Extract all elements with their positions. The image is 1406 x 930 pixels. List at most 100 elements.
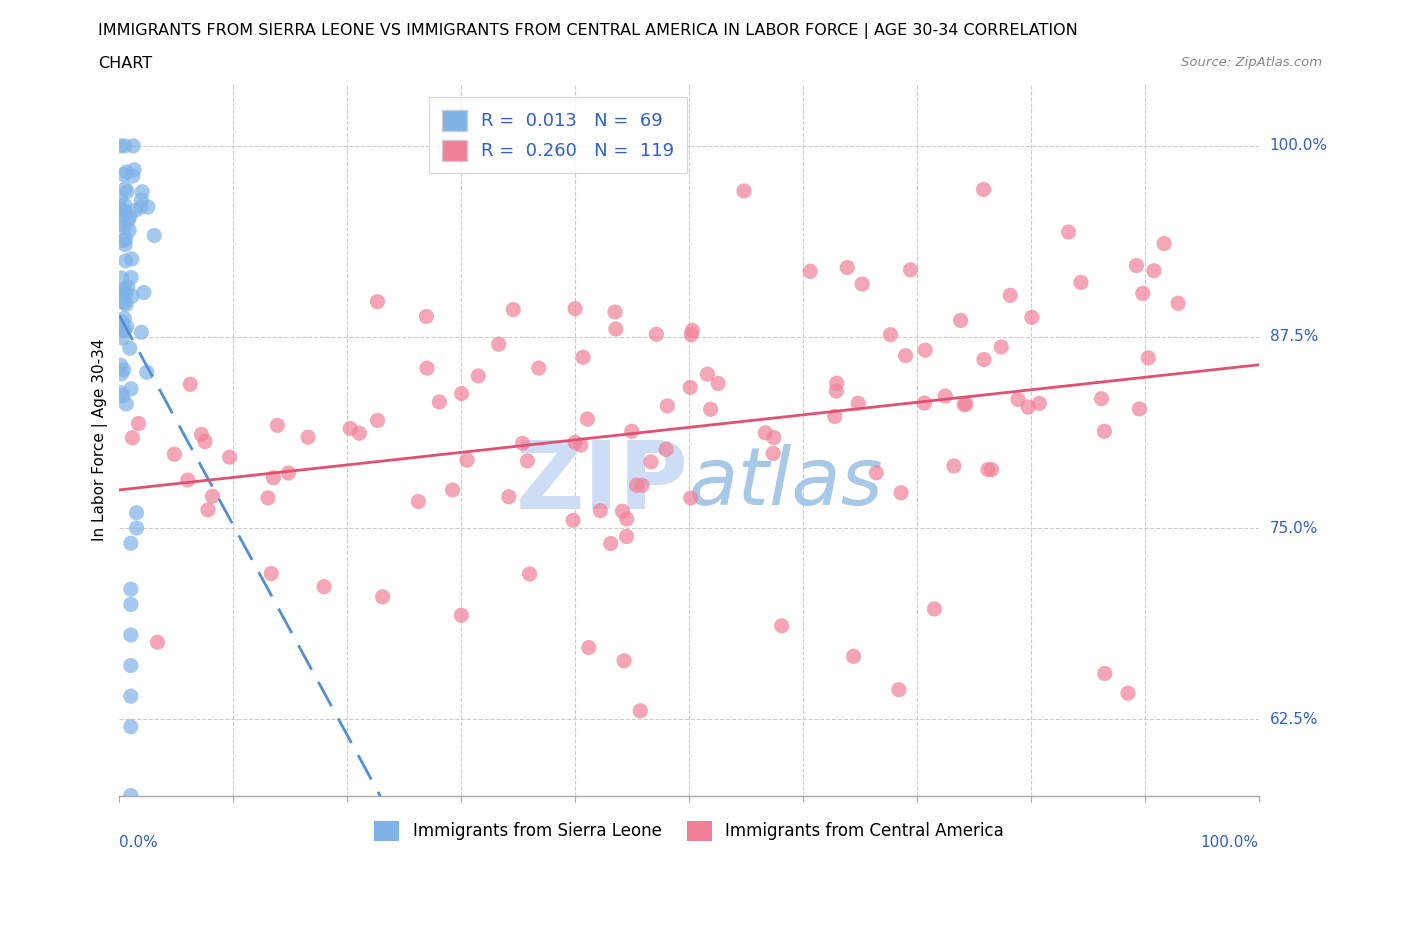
Point <box>824 409 846 424</box>
Point <box>118 223 141 238</box>
Point <box>120 658 142 673</box>
Point <box>572 350 595 365</box>
Point <box>120 796 142 811</box>
Point <box>696 366 718 381</box>
Point <box>121 168 143 183</box>
Point <box>117 212 139 227</box>
Point <box>450 386 472 401</box>
Point <box>616 529 638 544</box>
Point <box>121 252 143 267</box>
Point <box>110 139 132 153</box>
Point <box>628 703 651 718</box>
Point <box>190 427 212 442</box>
Point <box>603 304 626 319</box>
Point <box>620 424 643 439</box>
Point <box>122 139 145 153</box>
Point <box>825 383 848 398</box>
Point <box>117 280 139 295</box>
Point <box>1000 288 1022 303</box>
Point <box>825 376 848 391</box>
Point <box>977 462 1000 477</box>
Point <box>990 339 1012 354</box>
Point <box>1094 666 1116 681</box>
Point <box>114 286 136 300</box>
Point <box>111 389 134 404</box>
Point <box>1116 685 1139 700</box>
Point <box>1132 286 1154 300</box>
Point <box>114 232 136 246</box>
Text: 100.0%: 100.0% <box>1270 139 1327 153</box>
Point <box>115 165 138 179</box>
Point <box>114 220 136 235</box>
Point <box>132 286 155 300</box>
Point <box>564 435 586 450</box>
Point <box>562 512 585 527</box>
Point <box>194 434 217 449</box>
Point <box>890 485 912 500</box>
Point <box>120 381 142 396</box>
Point <box>502 302 524 317</box>
Point <box>851 276 873 291</box>
Text: 87.5%: 87.5% <box>1270 329 1317 344</box>
Point <box>612 504 634 519</box>
Point <box>842 649 865 664</box>
Point <box>163 446 186 461</box>
Point <box>114 237 136 252</box>
Point <box>406 494 429 509</box>
Point <box>1137 351 1160 365</box>
Point <box>111 323 134 338</box>
Point <box>120 582 142 597</box>
Point <box>762 431 785 445</box>
Point <box>955 396 977 411</box>
Point <box>131 184 153 199</box>
Point <box>564 301 586 316</box>
Text: 75.0%: 75.0% <box>1270 521 1317 536</box>
Point <box>1070 275 1092 290</box>
Point <box>110 358 132 373</box>
Point <box>312 579 335 594</box>
Point <box>349 426 371 441</box>
Point <box>110 217 132 232</box>
Point <box>129 325 152 339</box>
Point <box>942 458 965 473</box>
Point <box>121 288 143 303</box>
Point <box>366 294 388 309</box>
Point <box>973 182 995 197</box>
Point <box>527 361 550 376</box>
Point <box>640 455 662 470</box>
Point <box>118 340 141 355</box>
Point <box>111 314 134 329</box>
Point <box>887 683 910 698</box>
Point <box>124 163 146 178</box>
Point <box>576 412 599 427</box>
Point <box>218 450 240 465</box>
Point <box>125 521 148 536</box>
Point <box>120 811 142 826</box>
Point <box>114 181 136 196</box>
Point <box>953 397 976 412</box>
Point <box>894 348 917 363</box>
Point <box>120 597 142 612</box>
Point <box>912 395 935 410</box>
Point <box>846 396 869 411</box>
Point <box>569 438 592 453</box>
Point <box>277 466 299 481</box>
Point <box>111 283 134 298</box>
Point <box>262 471 284 485</box>
Point <box>657 398 679 413</box>
Point <box>115 396 138 411</box>
Point <box>112 233 135 248</box>
Point <box>949 313 972 328</box>
Point <box>114 197 136 212</box>
Point <box>699 402 721 417</box>
Point <box>371 590 394 604</box>
Point <box>599 537 621 551</box>
Point <box>914 343 936 358</box>
Point <box>837 260 859 275</box>
Point <box>110 271 132 286</box>
Point <box>120 788 142 803</box>
Point <box>1167 296 1189 311</box>
Point <box>1017 400 1039 415</box>
Point <box>115 184 138 199</box>
Text: 62.5%: 62.5% <box>1270 711 1319 726</box>
